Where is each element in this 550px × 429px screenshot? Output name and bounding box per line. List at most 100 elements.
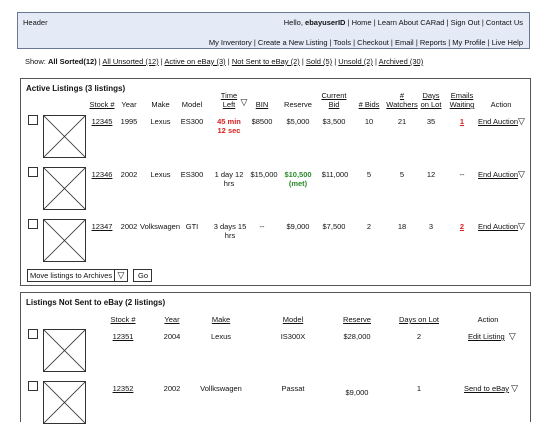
vehicle-thumbnail [43,115,86,158]
col-days-line2: on Lot [420,100,442,109]
end-auction-link[interactable]: End Auction [478,170,519,179]
cell-make: Lexus [210,332,231,341]
col-bin[interactable]: BIN [255,100,269,109]
vehicle-thumbnail [43,381,86,424]
col-time-left[interactable]: Time Left [213,91,245,109]
col-days-line1: Days [422,91,440,100]
nav-my-profile[interactable]: My Profile [452,38,486,47]
filter-all-unsorted[interactable]: All Unsorted (12) [102,57,159,66]
row-checkbox[interactable] [28,115,38,125]
col-current-bid[interactable]: Current Bid [318,91,350,109]
col-stock[interactable]: Stock # [110,315,136,324]
cell-current-bid: $3,500 [322,117,346,126]
nav-checkout[interactable]: Checkout [357,38,389,47]
cell-year: 2002 [163,384,181,393]
filter-sold[interactable]: Sold (5) [305,57,333,66]
vehicle-thumbnail [43,167,86,210]
chevron-down-icon[interactable]: ▽ [511,383,519,393]
col-watchers-line2: Watchers [386,100,418,109]
cell-model: ES300 [180,170,204,179]
end-auction-control[interactable]: End Auction▽ [478,221,530,232]
end-auction-control[interactable]: End Auction▽ [478,169,530,180]
active-listings-title: Active Listings (3 listings) [26,84,126,93]
filter-not-sent[interactable]: Not Sent to eBay (2) [231,57,300,66]
cell-bin: $8500 [251,117,273,126]
col-year[interactable]: Year [164,315,180,324]
row-checkbox[interactable] [28,381,38,391]
stock-number-link[interactable]: 12352 [112,384,134,393]
cell-make: Volkswagen [139,222,181,231]
emails-waiting-link[interactable]: 1 [459,117,465,126]
bulk-action-select[interactable]: Move listings to Archives ▽ [27,269,128,282]
not-sent-listings-panel: Listings Not Sent to eBay (2 listings) S… [20,292,531,424]
chevron-down-icon[interactable]: ▽ [518,116,525,126]
col-days-on-lot[interactable]: Days on Lot [398,315,440,324]
cell-watchers: 21 [397,117,407,126]
stock-number-link[interactable]: 12346 [91,170,113,179]
cell-bids: 5 [366,170,372,179]
cell-reserve: $9,000 [286,222,310,231]
col-stock[interactable]: Stock # [89,100,115,109]
col-action: Action [490,100,512,109]
nav-reports[interactable]: Reports [419,38,447,47]
stock-number-link[interactable]: 12347 [91,222,113,231]
cell-bin: -- [259,222,265,231]
nav-my-inventory[interactable]: My Inventory [208,38,252,47]
filter-archived[interactable]: Archived (30) [378,57,424,66]
cell-model: IS300X [280,332,306,341]
cell-current-bid: $11,000 [321,170,349,179]
nav-live-help[interactable]: Live Help [491,38,523,47]
show-filter-bar: Show: All Sorted(12) | All Unsorted (12)… [25,57,424,66]
cell-make: Lexus [150,170,171,179]
vehicle-thumbnail [43,329,86,372]
time-left-line2: hrs [224,231,236,240]
col-days-on-lot[interactable]: Days on Lot [418,91,444,109]
chevron-down-icon[interactable]: ▽ [518,169,525,179]
nav-tools[interactable]: Tools [333,38,352,47]
col-emails-waiting[interactable]: Emails Waiting [446,91,478,109]
cell-current-bid: $7,500 [322,222,346,231]
filter-unsold[interactable]: Unsold (2) [338,57,373,66]
cell-days-on-lot: 3 [428,222,434,231]
cell-reserve: $9,000 [345,388,369,397]
edit-listing-link[interactable]: Edit Listing [468,332,505,341]
not-sent-title: Listings Not Sent to eBay (2 listings) [26,298,166,307]
time-left-line1: 45 min [217,117,241,126]
row-checkbox[interactable] [28,167,38,177]
send-to-ebay-control[interactable]: Send to eBay ▽ [464,383,530,394]
send-to-ebay-link[interactable]: Send to eBay [464,384,510,393]
filter-active-on-ebay[interactable]: Active on eBay (3) [164,57,226,66]
cell-emails-waiting: -- [459,170,465,179]
stock-number-link[interactable]: 12345 [91,117,113,126]
home-link[interactable]: Home [351,18,372,27]
emails-waiting-link[interactable]: 2 [459,222,465,231]
end-auction-link[interactable]: End Auction [478,222,519,231]
end-auction-link[interactable]: End Auction [478,117,519,126]
chevron-down-icon[interactable]: ▽ [518,221,525,231]
col-action: Action [477,315,499,324]
col-make[interactable]: Make [211,315,231,324]
col-watchers[interactable]: # Watchers [384,91,420,109]
cell-year: 2004 [163,332,181,341]
contact-us-link[interactable]: Contact Us [485,18,523,27]
chevron-down-icon[interactable]: ▽ [508,331,516,341]
col-reserve[interactable]: Reserve [343,315,371,324]
col-model[interactable]: Model [282,315,304,324]
col-watchers-line1: # [399,91,405,100]
sign-out-link[interactable]: Sign Out [450,18,480,27]
row-checkbox[interactable] [28,329,38,339]
stock-number-link[interactable]: 12351 [112,332,134,341]
edit-listing-control[interactable]: Edit Listing ▽ [468,331,530,342]
col-bids[interactable]: # Bids [358,100,380,109]
learn-about-link[interactable]: Learn About CARad [377,18,445,27]
nav-create-listing[interactable]: Create a New Listing [257,38,328,47]
sort-down-icon[interactable]: ▽ [240,97,248,107]
select-arrow-icon[interactable]: ▽ [114,269,127,282]
col-time-left-line2: Left [222,100,236,109]
time-left-line2: 12 sec [217,126,241,135]
end-auction-control[interactable]: End Auction▽ [478,116,530,127]
nav-email[interactable]: Email [394,38,414,47]
row-checkbox[interactable] [28,219,38,229]
go-button[interactable]: Go [133,269,152,282]
cell-time-left: 45 min 12 sec [209,117,249,135]
